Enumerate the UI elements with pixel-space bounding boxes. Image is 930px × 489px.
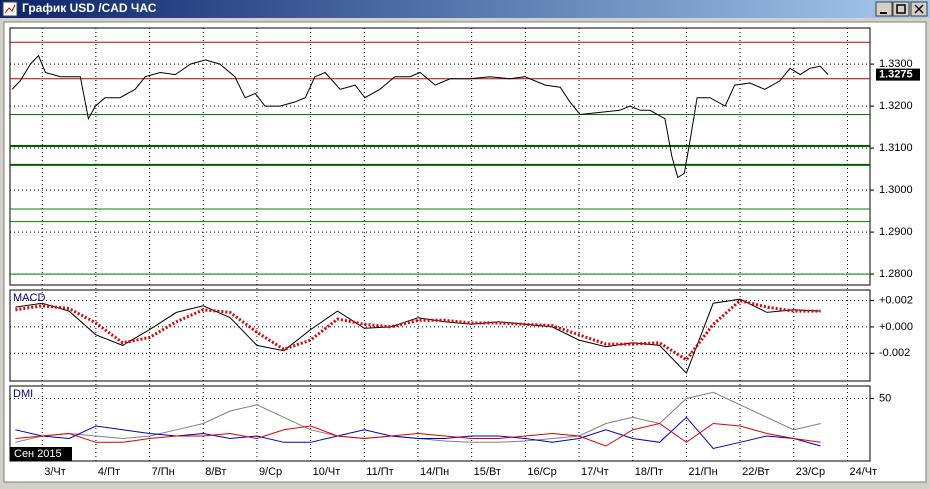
y-tick-label: 1.3100 [879,142,913,154]
series-line [11,54,829,179]
period-box [10,447,72,461]
panel-label: DMI [13,388,33,400]
x-tick-label: 10/Чт [313,466,341,478]
x-tick-label: 24/Чт [849,466,877,478]
x-tick-label: 9/Ср [259,466,282,478]
close-button[interactable] [910,1,928,17]
x-tick-label: 16/Ср [527,466,556,478]
y-tick-label: -0.002 [879,347,910,359]
x-tick-label: 3/Чт [44,466,66,478]
y-tick-label: 1.3000 [879,184,913,196]
period-label: Сен 2015 [14,448,62,460]
y-tick-label: +0.002 [879,294,913,306]
panel-label: MACD [13,292,45,304]
x-tick-label: 15/Вт [474,466,501,478]
title-bar [0,0,930,18]
last-price-label: 1.3275 [879,69,913,81]
series-line [15,416,821,450]
x-tick-label: 8/Вт [205,466,226,478]
panel [9,385,871,462]
x-tick-label: 22/Вт [742,466,769,478]
last-price-box [876,68,920,81]
y-tick-label: 1.2800 [879,268,913,280]
series-line [15,422,821,447]
x-tick-label: 14/Пн [420,466,449,478]
window-icon-graph [4,4,16,14]
y-tick-label: 1.2900 [879,226,913,238]
x-tick-label: 11/Пт [366,466,393,478]
maximize-button[interactable] [892,1,910,17]
x-tick-label: 17/Чт [581,466,609,478]
series-line [15,298,821,375]
y-tick-label: 50 [879,392,891,404]
x-tick-label: 7/Пн [152,466,175,478]
y-tick-label: 1.3300 [879,58,913,70]
panel [9,27,871,286]
series-line [15,298,821,362]
x-tick-label: 21/Пн [688,466,717,478]
y-tick-label: 1.3200 [879,100,913,112]
x-tick-label: 23/Ср [796,466,825,478]
x-tick-label: 4/Пт [98,466,120,478]
window-title: График USD /CAD ЧАС [22,1,157,15]
minimize-button[interactable] [875,1,893,17]
y-tick-label: +0.000 [879,321,913,333]
x-tick-label: 18/Пт [635,466,663,478]
